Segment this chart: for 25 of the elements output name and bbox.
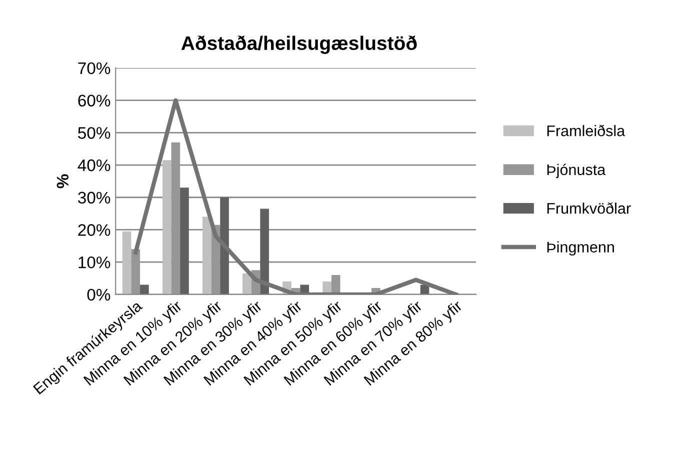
legend-label: Þingmenn xyxy=(547,241,614,256)
legend-label: Þjónusta xyxy=(547,164,606,178)
bar xyxy=(140,284,149,294)
bar xyxy=(202,216,212,294)
y-tick-label: 70% xyxy=(78,62,110,74)
bar xyxy=(171,142,180,294)
bar xyxy=(122,231,132,294)
y-tick-label: 20% xyxy=(78,224,110,236)
chart-title: Aðstaða/heilsugæslustöð xyxy=(181,36,417,54)
bar xyxy=(242,273,252,294)
legend-label: Framleiðsla xyxy=(547,124,626,136)
y-tick-label: 30% xyxy=(78,192,110,204)
y-tick-label: 0% xyxy=(87,288,110,301)
line-series xyxy=(134,98,458,294)
bar xyxy=(260,208,269,294)
bar xyxy=(220,197,229,294)
y-tick-label: 60% xyxy=(78,94,110,107)
bar xyxy=(162,160,172,294)
y-tick-label: 10% xyxy=(78,256,110,268)
legend-label: Frumkvöðlar xyxy=(547,202,631,214)
y-tick-label: 50% xyxy=(78,127,110,139)
bar xyxy=(131,249,140,294)
y-tick-label: 40% xyxy=(78,159,110,172)
bar xyxy=(180,188,189,294)
y-axis-title: % xyxy=(56,174,68,188)
